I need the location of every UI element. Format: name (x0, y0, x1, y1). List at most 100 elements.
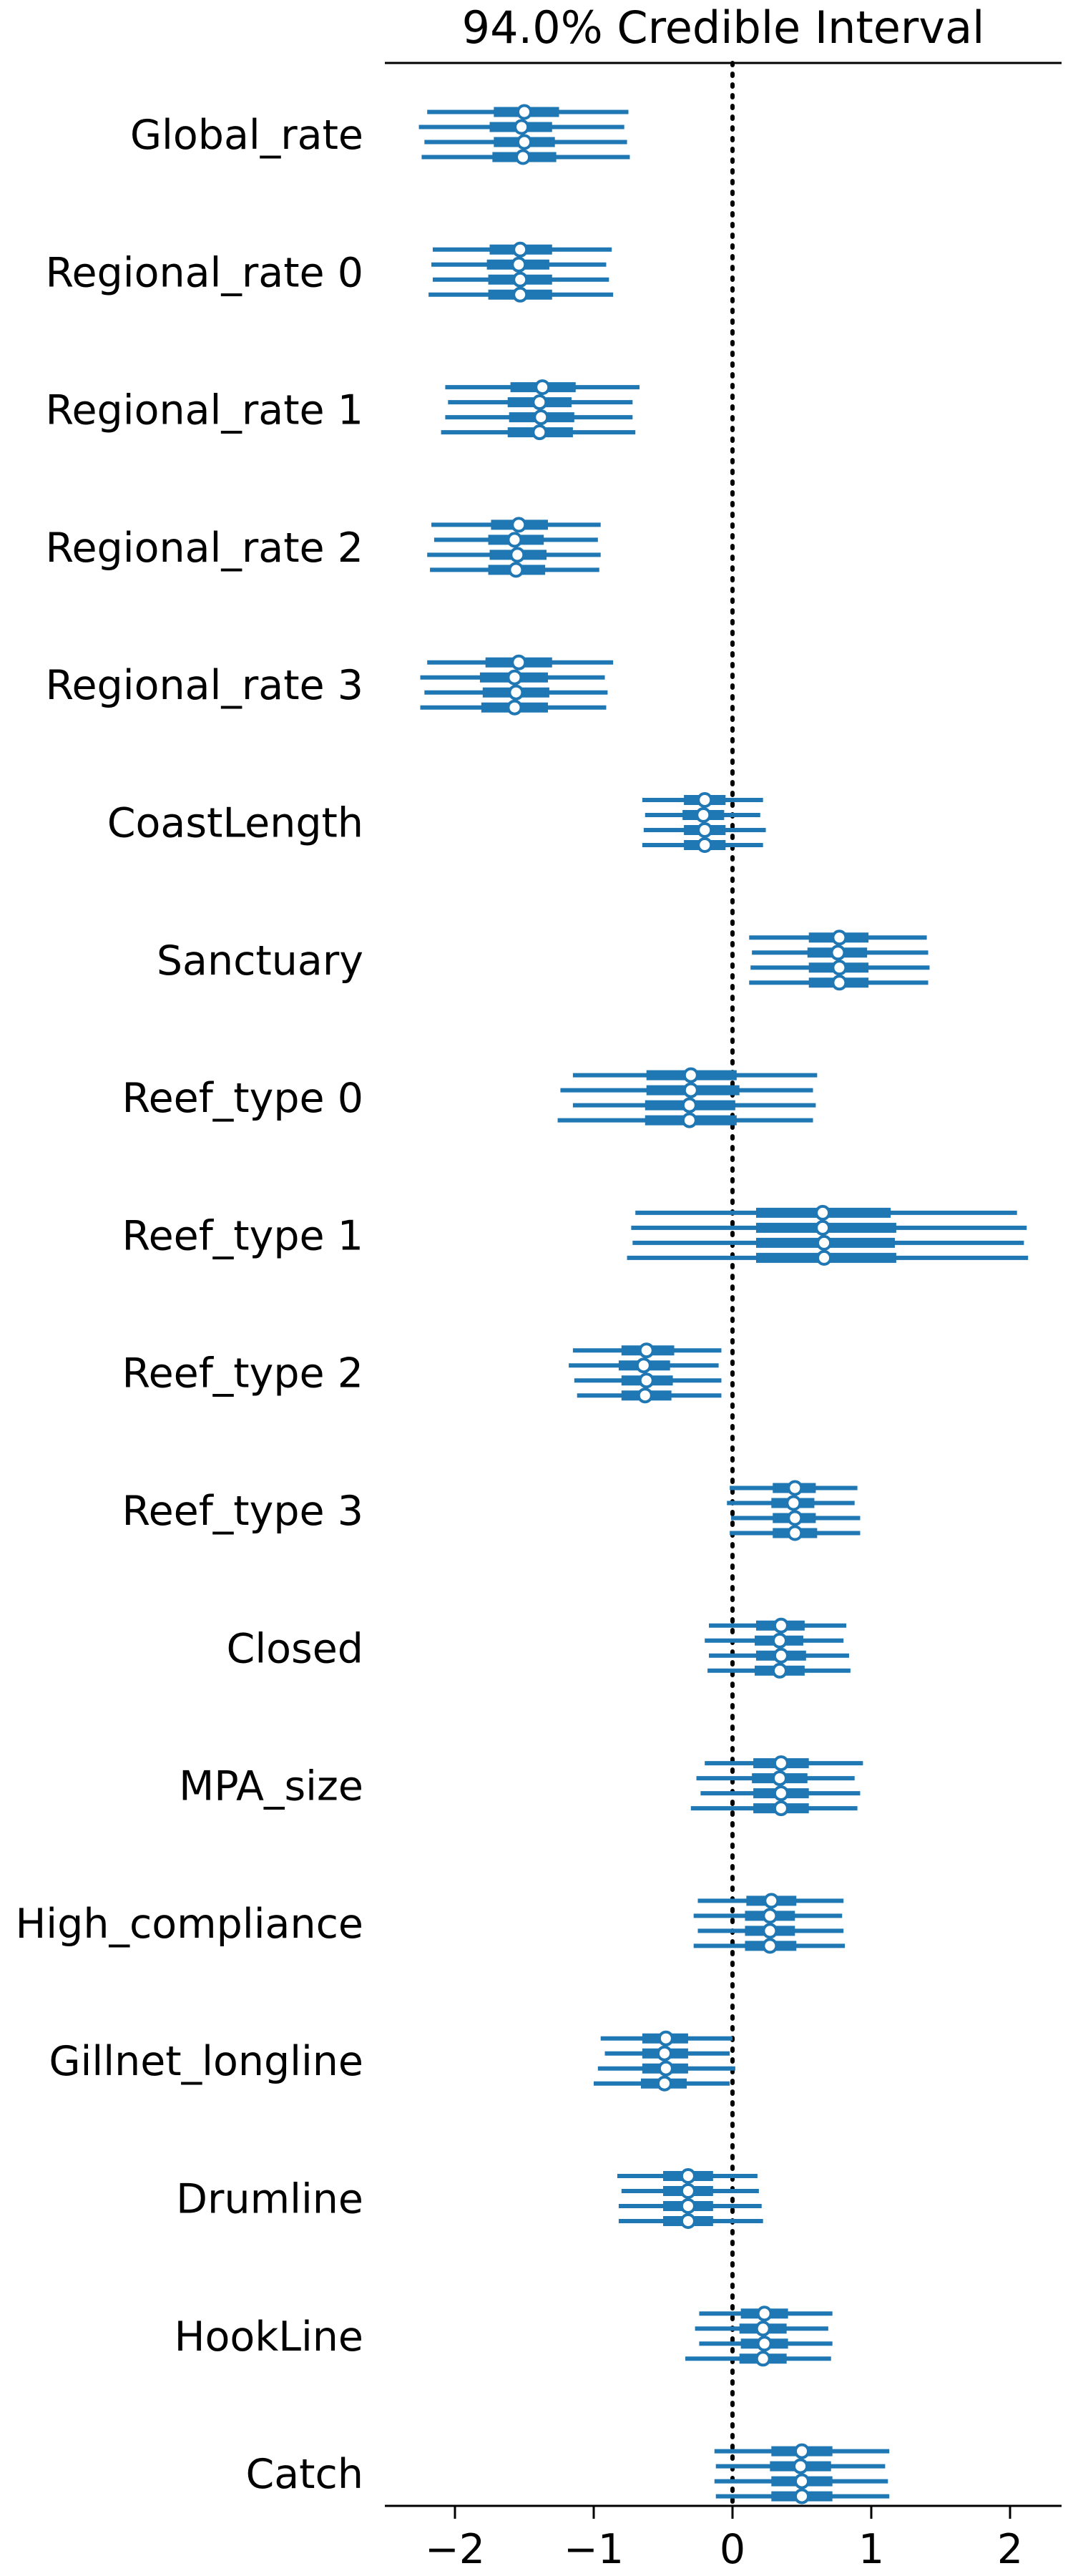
median-point (771, 1632, 788, 1649)
median-point (831, 975, 848, 991)
x-tick-label: −2 (425, 2526, 485, 2573)
variable-label: HookLine (175, 2313, 363, 2361)
x-tick-label: 1 (858, 2526, 884, 2573)
median-point (815, 1204, 831, 1221)
x-tick-label: 0 (720, 2526, 745, 2573)
median-point (773, 1800, 789, 1817)
median-point (514, 119, 530, 135)
median-point (815, 1219, 831, 1236)
median-point (512, 241, 529, 258)
median-point (515, 149, 531, 165)
median-point (794, 2443, 810, 2459)
median-point (506, 669, 523, 686)
variable-label: MPA_size (179, 1763, 363, 1810)
median-point (695, 807, 712, 823)
median-point (697, 792, 713, 808)
variable-label: Reef_type 3 (122, 1488, 363, 1535)
median-point (773, 1755, 789, 1772)
median-point (511, 256, 527, 273)
median-point (794, 2473, 810, 2489)
variable-label: Global_rate (130, 112, 363, 159)
variable-label: Regional_rate 0 (45, 249, 363, 296)
median-point (680, 2183, 696, 2199)
median-point (531, 394, 548, 411)
median-point (511, 517, 527, 533)
median-point (785, 1495, 802, 1511)
median-point (656, 2045, 672, 2062)
median-point (831, 930, 848, 946)
x-tick-label: −1 (564, 2526, 624, 2573)
variable-label: Regional_rate 2 (45, 525, 363, 572)
variable-label: Regional_rate 1 (45, 387, 363, 434)
median-point (793, 2458, 809, 2474)
median-point (787, 1525, 803, 1541)
median-point (635, 1357, 652, 1374)
variable-label: Catch (245, 2451, 363, 2498)
variable-labels-layer: Global_rate Regional_rate 0 Regional_rate … (15, 112, 363, 2498)
median-point (763, 1893, 780, 1909)
variable-label: Gillnet_longline (49, 2038, 363, 2085)
median-point (509, 547, 526, 563)
median-point (638, 1342, 655, 1359)
variable-label: Reef_type 2 (122, 1350, 363, 1397)
median-point (756, 2306, 773, 2322)
variable-label: Closed (227, 1625, 363, 1672)
median-point (831, 960, 848, 976)
median-point (681, 1112, 697, 1128)
median-point (656, 2075, 672, 2092)
variable-label: Drumline (176, 2176, 363, 2223)
median-point (508, 562, 524, 578)
median-point (680, 2213, 696, 2229)
median-point (773, 1647, 789, 1664)
variable-label: Reef_type 1 (122, 1212, 363, 1259)
variable-label: High_compliance (15, 1901, 363, 1948)
median-point (681, 1097, 697, 1113)
median-point (638, 1372, 655, 1389)
median-point (680, 2168, 696, 2184)
median-point (533, 409, 549, 426)
median-point (506, 532, 523, 548)
median-point (762, 1923, 778, 1939)
variable-label: Regional_rate 3 (45, 662, 363, 709)
median-point (508, 684, 524, 701)
median-point (787, 1510, 803, 1526)
interval-marks-layer (418, 104, 1029, 2504)
median-point (756, 2336, 773, 2352)
median-point (697, 837, 713, 853)
median-point (816, 1234, 833, 1251)
median-point (697, 822, 713, 838)
median-point (794, 2488, 810, 2504)
median-point (680, 2198, 696, 2214)
median-point (512, 286, 529, 303)
median-point (830, 945, 846, 961)
median-point (755, 2351, 771, 2367)
median-point (637, 1387, 653, 1404)
median-point (511, 654, 527, 670)
x-tick-label: 2 (997, 2526, 1023, 2573)
variable-label: Reef_type 0 (122, 1075, 363, 1122)
median-point (787, 1480, 803, 1496)
median-point (516, 104, 532, 120)
chart-title: 94.0% Credible Interval (462, 1, 985, 54)
median-point (773, 1785, 789, 1802)
variable-label: CoastLength (107, 800, 363, 847)
median-point (816, 1249, 833, 1266)
median-point (657, 2030, 674, 2046)
median-point (506, 699, 523, 716)
median-point (771, 1662, 788, 1679)
median-point (771, 1770, 788, 1787)
median-point (531, 424, 548, 441)
median-point (755, 2321, 771, 2337)
median-point (773, 1617, 789, 1634)
median-point (512, 271, 529, 288)
median-point (657, 2060, 674, 2077)
median-point (682, 1082, 699, 1098)
median-point (762, 1908, 778, 1924)
median-point (534, 379, 551, 396)
median-point (762, 1938, 778, 1954)
x-axis-ticks-layer: −2 −1 0 1 2 (425, 2506, 1023, 2573)
variable-label: Sanctuary (157, 937, 363, 985)
median-point (516, 134, 532, 150)
median-point (682, 1067, 699, 1083)
